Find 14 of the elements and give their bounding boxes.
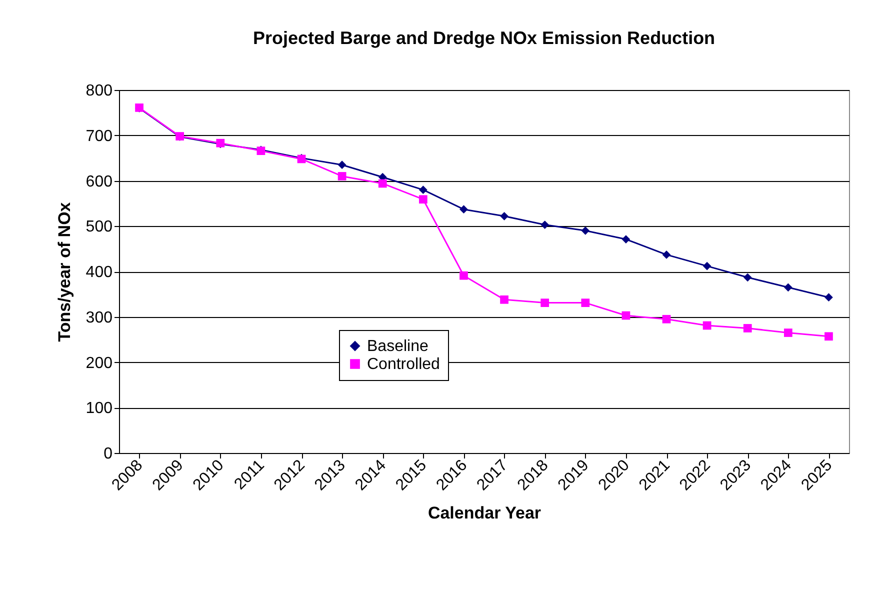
y-tick-label: 500 [86,218,113,236]
chart-title: Projected Barge and Dredge NOx Emission Reduction [252,28,716,48]
y-tick-label: 300 [86,309,113,326]
y-tick-label: 100 [86,400,113,418]
y-tick-label: 200 [86,354,113,372]
y-axis-title: Tons/year of NOx [54,202,74,342]
x-axis-title: Calendar Year [428,503,542,522]
legend-label: Controlled [367,356,440,373]
y-tick-label: 600 [86,173,113,190]
y-tick-label: 800 [86,82,113,100]
legend-label: Baseline [367,338,428,355]
y-tick-label: 400 [86,264,113,281]
y-tick-label: 0 [104,446,113,462]
y-tick-label: 700 [86,128,113,145]
